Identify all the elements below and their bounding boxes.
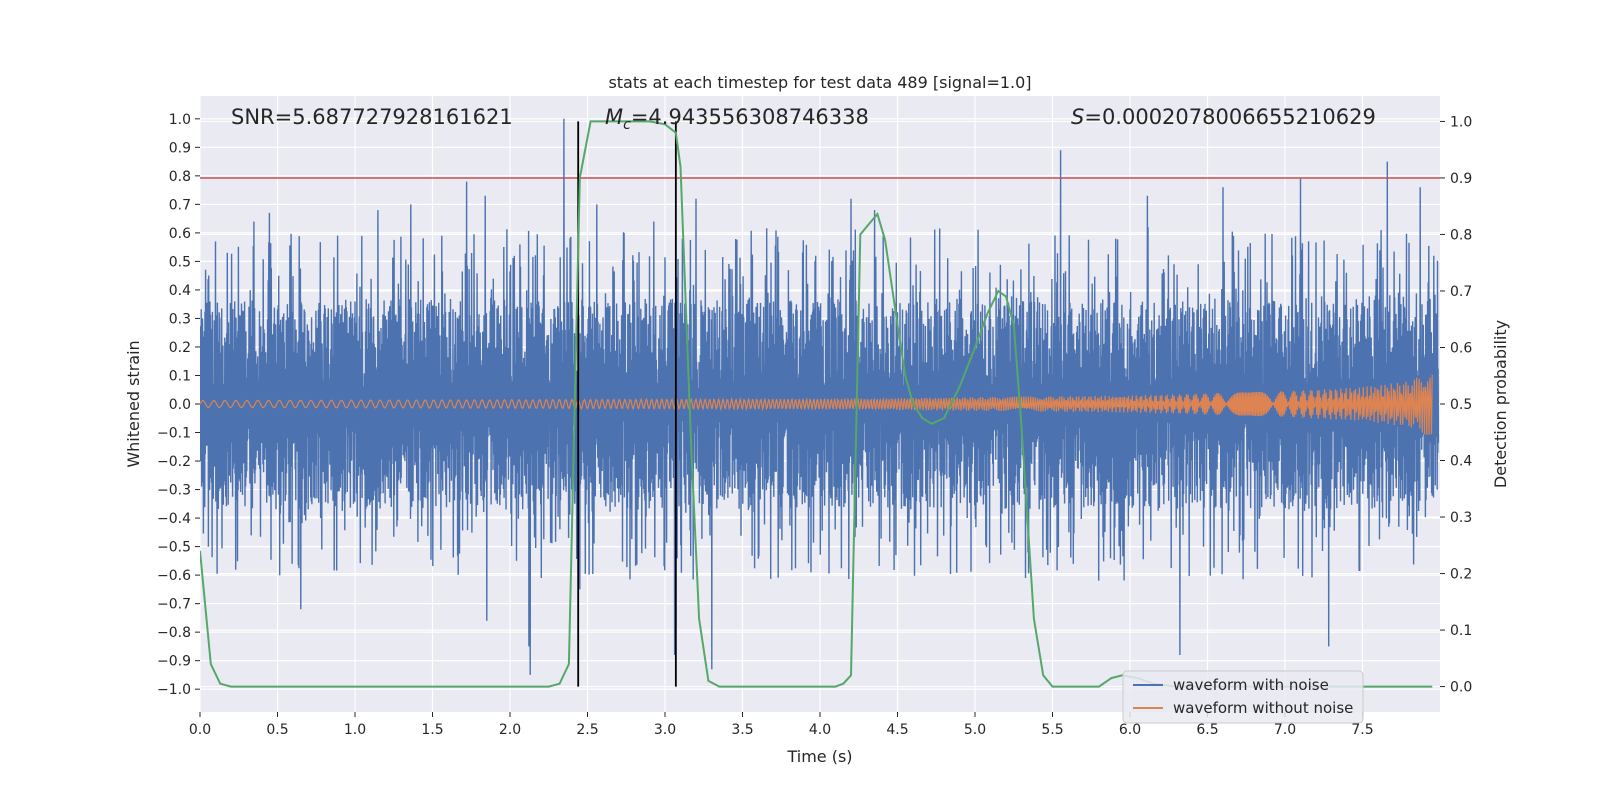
y2-tick-label: 0.3: [1450, 510, 1472, 526]
y2-tick-label: 0.0: [1450, 680, 1472, 696]
y-tick-label: −0.5: [157, 540, 191, 556]
plot-content: [200, 118, 1440, 688]
chirp-mass-annotation: Mc=4.943556308746338: [605, 105, 869, 133]
x-tick-label: 3.0: [654, 722, 676, 738]
x-tick-label: 2.5: [576, 722, 598, 738]
y-tick-label: −0.4: [157, 511, 191, 527]
chirp-mass-subscript: c: [623, 117, 631, 133]
y2-axis-label: Detection probability: [1491, 320, 1510, 488]
y-axis-ticks: 1.0 0.9 0.8 0.7 0.6 0.5 0.4 0.3 0.2 0.1 0.0 −0.1 −0.…: [157, 112, 200, 698]
y-tick-label: 0.7: [169, 197, 191, 213]
y2-tick-label: 0.4: [1450, 454, 1472, 470]
legend-label-waveform-without-noise: waveform without noise: [1173, 699, 1353, 717]
y2-tick-label: 0.7: [1450, 284, 1472, 300]
x-tick-label: 7.5: [1351, 722, 1373, 738]
y2-tick-label: 1.0: [1450, 114, 1472, 130]
x-tick-label: 7.0: [1274, 722, 1296, 738]
series-detection-probability: [200, 120, 1433, 688]
x-tick-label: 3.5: [731, 722, 753, 738]
x-tick-label: 5.5: [1041, 722, 1063, 738]
x-axis-label: Time (s): [786, 747, 852, 766]
x-tick-label: 0.5: [266, 722, 288, 738]
y-tick-label: 0.8: [169, 169, 191, 185]
y2-tick-label: 0.5: [1450, 397, 1472, 413]
y2-tick-label: 0.6: [1450, 340, 1472, 356]
y-tick-label: −0.7: [157, 597, 191, 613]
y2-tick-label: 0.8: [1450, 227, 1472, 243]
x-axis-ticks: 0.0 0.5 1.0 1.5 2.0 2.5 3.0 3.5 4.0 4.5 5.0 5.5 6.0 6…: [189, 712, 1374, 738]
y-tick-label: −0.2: [157, 454, 191, 470]
y-tick-label: −0.8: [157, 625, 191, 641]
y2-axis-ticks: 0.0 0.1 0.2 0.3 0.4 0.5 0.6 0.7 0.8 0.9 1.0: [1440, 114, 1472, 696]
y-tick-label: 1.0: [169, 112, 191, 128]
s-symbol: S: [1071, 105, 1084, 129]
legend-label-waveform-with-noise: waveform with noise: [1173, 676, 1329, 694]
y-tick-label: −0.6: [157, 568, 191, 584]
y-tick-label: 0.9: [169, 140, 191, 156]
y-tick-label: −1.0: [157, 682, 191, 698]
y-tick-label: −0.3: [157, 483, 191, 499]
y-tick-label: 0.1: [169, 368, 191, 384]
chirp-mass-symbol: M: [605, 105, 623, 129]
y2-tick-label: 0.9: [1450, 171, 1472, 187]
y-tick-label: 0.6: [169, 226, 191, 242]
snr-annotation: SNR=5.687727928161621: [231, 105, 513, 129]
legend-box: [1122, 670, 1364, 724]
series-waveform-without-noise: [200, 374, 1433, 435]
y-axis-label: Whitened strain: [124, 340, 143, 467]
y2-tick-label: 0.2: [1450, 567, 1472, 583]
x-tick-label: 0.0: [189, 722, 211, 738]
y2-tick-label: 0.1: [1450, 623, 1472, 639]
y-tick-label: 0.3: [169, 311, 191, 327]
y-tick-label: −0.9: [157, 654, 191, 670]
chart-title: stats at each timestep for test data 489…: [608, 73, 1031, 92]
y-tick-label: 0.4: [169, 283, 191, 299]
x-tick-label: 1.5: [421, 722, 443, 738]
x-tick-label: 6.5: [1196, 722, 1218, 738]
s-annotation: S=0.0002078006655210629: [1071, 105, 1376, 129]
y-tick-label: 0.0: [169, 397, 191, 413]
chirp-mass-value: =4.943556308746338: [631, 105, 869, 129]
y-tick-label: 0.2: [169, 340, 191, 356]
y-tick-label: 0.5: [169, 254, 191, 270]
x-tick-label: 2.0: [499, 722, 521, 738]
legend: waveform with noise waveform without noi…: [1122, 670, 1364, 724]
series-waveform-with-noise: [200, 118, 1440, 675]
x-tick-label: 4.5: [886, 722, 908, 738]
x-tick-label: 6.0: [1119, 722, 1141, 738]
x-tick-label: 4.0: [809, 722, 831, 738]
x-tick-label: 1.0: [344, 722, 366, 738]
y-tick-label: −0.1: [157, 426, 191, 442]
x-tick-label: 5.0: [964, 722, 986, 738]
s-value: =0.0002078006655210629: [1084, 105, 1376, 129]
